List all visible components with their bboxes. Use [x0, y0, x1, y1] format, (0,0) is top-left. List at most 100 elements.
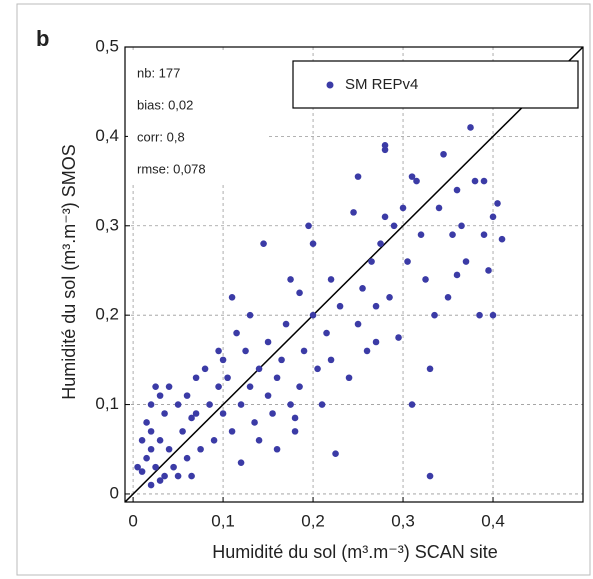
plot-frame: [124, 46, 584, 503]
point: [188, 472, 195, 480]
point: [309, 311, 317, 319]
point: [228, 428, 236, 435]
point: [143, 419, 150, 426]
point: [345, 374, 353, 382]
point: [318, 401, 326, 408]
point: [422, 276, 429, 283]
point: [435, 204, 443, 212]
point: [251, 419, 258, 426]
point: [138, 468, 146, 475]
point: [278, 356, 285, 364]
annotation: corr: 0,8: [137, 129, 185, 144]
point: [291, 428, 299, 435]
point: [237, 401, 245, 408]
stats-box: [128, 50, 268, 185]
point: [260, 240, 267, 247]
y-tick-label: 0,4: [95, 126, 119, 145]
point: [147, 401, 155, 408]
point: [485, 267, 492, 274]
point: [165, 383, 173, 390]
point: [188, 414, 195, 422]
point: [350, 209, 357, 216]
point: [287, 401, 294, 408]
point: [269, 410, 276, 417]
point: [296, 289, 303, 297]
point: [138, 437, 146, 444]
annotation: nb: 177: [137, 65, 180, 80]
point: [305, 222, 312, 230]
point: [215, 347, 222, 355]
point: [291, 414, 299, 422]
point: [237, 459, 245, 466]
point: [134, 463, 141, 471]
identity-line: [124, 46, 584, 503]
point: [363, 347, 371, 355]
annotation: bias: 0,02: [137, 97, 193, 112]
point: [336, 302, 344, 310]
point: [498, 235, 506, 243]
point: [395, 334, 402, 341]
y-tick-label: 0,5: [95, 36, 119, 55]
point: [431, 311, 438, 319]
point: [287, 276, 294, 283]
point: [197, 445, 204, 453]
point: [381, 142, 389, 149]
point: [368, 258, 375, 265]
point: [458, 222, 465, 230]
point: [399, 204, 407, 212]
x-tick-label: 0: [128, 511, 137, 530]
y-tick-label: 0,2: [95, 305, 119, 324]
x-tick-label: 0,4: [481, 511, 505, 530]
point: [404, 258, 411, 265]
point: [224, 374, 231, 382]
point: [480, 177, 488, 185]
point: [156, 477, 164, 484]
point: [449, 231, 456, 239]
point: [390, 222, 398, 230]
point: [323, 329, 330, 337]
point: [219, 356, 227, 364]
point: [354, 173, 362, 180]
point: [233, 329, 240, 337]
y-tick-label: 0,3: [95, 215, 119, 234]
point: [215, 383, 222, 390]
point: [444, 293, 452, 301]
point: [453, 271, 461, 279]
point: [152, 463, 159, 471]
point: [255, 437, 263, 444]
point: [377, 240, 384, 247]
point: [408, 401, 416, 408]
point: [426, 365, 434, 373]
point: [494, 200, 501, 207]
point: [174, 401, 182, 408]
point: [210, 437, 218, 444]
point: [192, 374, 200, 382]
point: [246, 311, 254, 319]
point: [183, 454, 191, 462]
panel-label: b: [36, 26, 49, 51]
point: [359, 285, 366, 292]
point: [264, 392, 272, 399]
point: [183, 392, 191, 399]
point: [489, 311, 497, 319]
point: [309, 240, 317, 247]
point: [174, 472, 182, 480]
point: [156, 392, 164, 399]
point: [417, 231, 425, 239]
point: [467, 124, 474, 131]
annotation: rmse: 0,078: [137, 161, 206, 176]
point: [476, 311, 483, 319]
point: [386, 293, 393, 301]
point: [332, 450, 339, 458]
point: [170, 463, 177, 471]
legend-marker: [326, 81, 334, 89]
point: [462, 258, 470, 265]
point: [480, 231, 488, 239]
point: [161, 472, 168, 480]
point: [255, 365, 263, 373]
x-axis-label: Humidité du sol (m³.m⁻³) SCAN site: [212, 542, 498, 562]
point: [440, 150, 447, 158]
point: [381, 213, 389, 221]
point: [489, 213, 497, 221]
point: [156, 437, 164, 444]
